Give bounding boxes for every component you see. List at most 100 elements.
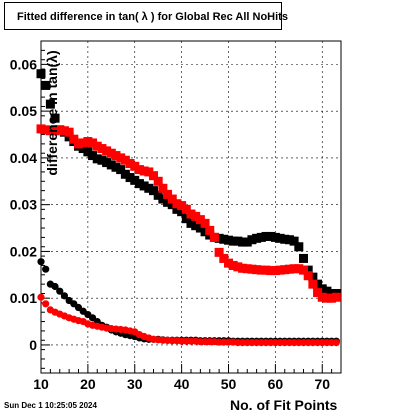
data-point-square: [36, 69, 46, 79]
data-point-square: [195, 215, 205, 225]
data-point-square: [106, 160, 116, 170]
data-point-square: [242, 264, 252, 274]
data-point-square: [83, 137, 93, 147]
data-point-circle: [37, 258, 45, 266]
data-point-square: [270, 232, 280, 242]
data-point-square: [167, 194, 177, 204]
data-point-square: [139, 181, 149, 191]
timestamp: Sun Dec 1 10:25:05 2024: [4, 401, 97, 410]
data-point-square: [177, 201, 187, 211]
data-point-square: [322, 286, 332, 296]
data-point-square: [261, 265, 271, 275]
data-point-square: [280, 265, 290, 275]
data-point-square: [327, 293, 337, 303]
data-point-square: [149, 171, 158, 181]
data-point-square: [163, 197, 173, 207]
data-point-square: [294, 242, 304, 252]
x-tick-label: 60: [268, 376, 284, 392]
data-point-square: [303, 271, 313, 281]
data-point-square: [120, 169, 130, 179]
data-point-square: [303, 265, 313, 275]
data-point-square: [144, 167, 154, 177]
x-tick-label: 40: [174, 376, 190, 392]
data-marks: [36, 69, 341, 347]
data-point-square: [317, 284, 327, 294]
data-point-square: [163, 189, 173, 199]
data-point-square: [153, 176, 163, 186]
data-point-square: [172, 204, 182, 214]
data-point-square: [200, 227, 210, 237]
data-point-square: [130, 175, 140, 185]
data-point-square: [158, 194, 168, 204]
x-tick-label: 10: [33, 376, 49, 392]
data-point-square: [205, 225, 215, 235]
data-point-square: [233, 236, 243, 246]
data-point-square: [97, 155, 107, 165]
data-point-square: [294, 264, 304, 274]
data-point-square: [177, 207, 187, 217]
data-point-square: [238, 263, 248, 273]
data-point-square: [327, 289, 337, 299]
data-point-square: [191, 211, 201, 221]
x-tick-label: 70: [314, 376, 330, 392]
data-point-square: [299, 253, 308, 263]
y-tick-label: 0.05: [10, 103, 37, 119]
data-point-square: [261, 231, 271, 241]
title-box: Fitted difference in tan( λ ) for Global…: [4, 2, 288, 30]
data-point-square: [275, 233, 285, 243]
data-point-square: [219, 234, 229, 244]
data-point-square: [256, 265, 266, 275]
data-point-square: [111, 162, 121, 172]
data-point-square: [167, 200, 177, 210]
data-point-square: [247, 235, 257, 245]
data-point-square: [195, 223, 205, 233]
data-point-circle: [37, 293, 45, 301]
y-tick-label: 0.03: [10, 197, 37, 213]
data-point-square: [299, 265, 308, 275]
data-point-square: [280, 234, 290, 244]
data-point-square: [181, 204, 191, 214]
data-point-square: [64, 132, 74, 142]
data-point-square: [317, 292, 327, 302]
data-point-square: [205, 230, 215, 240]
data-point-square: [209, 232, 219, 242]
data-point-square: [331, 292, 341, 302]
data-point-square: [120, 155, 130, 165]
data-point-square: [233, 262, 243, 272]
data-point-square: [149, 186, 158, 196]
data-point-square: [247, 264, 257, 274]
data-point-square: [50, 126, 60, 136]
data-point-square: [308, 272, 318, 282]
data-point-square: [275, 265, 285, 275]
data-point-square: [313, 288, 323, 298]
data-point-square: [158, 183, 168, 193]
data-point-square: [78, 138, 88, 148]
data-point-square: [45, 126, 55, 136]
data-point-square: [102, 158, 112, 168]
data-point-square: [125, 159, 135, 169]
data-point-circle: [60, 292, 69, 300]
data-point-square: [270, 266, 280, 276]
data-point-square: [186, 218, 196, 228]
data-point-square: [41, 80, 51, 90]
data-point-square: [266, 231, 276, 241]
data-point-circle: [51, 282, 59, 291]
data-point-square: [284, 264, 294, 274]
data-point-square: [125, 173, 135, 183]
data-point-square: [308, 279, 318, 289]
data-point-square: [186, 209, 196, 219]
y-tick-label: 0.04: [10, 150, 37, 166]
data-point-square: [242, 237, 252, 247]
data-point-square: [214, 247, 224, 257]
data-point-square: [36, 124, 46, 134]
data-point-square: [139, 166, 149, 176]
data-point-square: [64, 127, 74, 137]
data-point-square: [252, 265, 262, 275]
axes: 10 20 30 40 50 60 70 0 0.01 0.02 0.03 0.04 0.05 0.06: [10, 49, 342, 392]
grid-lines: [40, 41, 341, 373]
data-point-square: [92, 154, 102, 164]
data-point-square: [153, 190, 163, 200]
data-point-square: [322, 293, 332, 303]
data-point-square: [172, 199, 182, 209]
